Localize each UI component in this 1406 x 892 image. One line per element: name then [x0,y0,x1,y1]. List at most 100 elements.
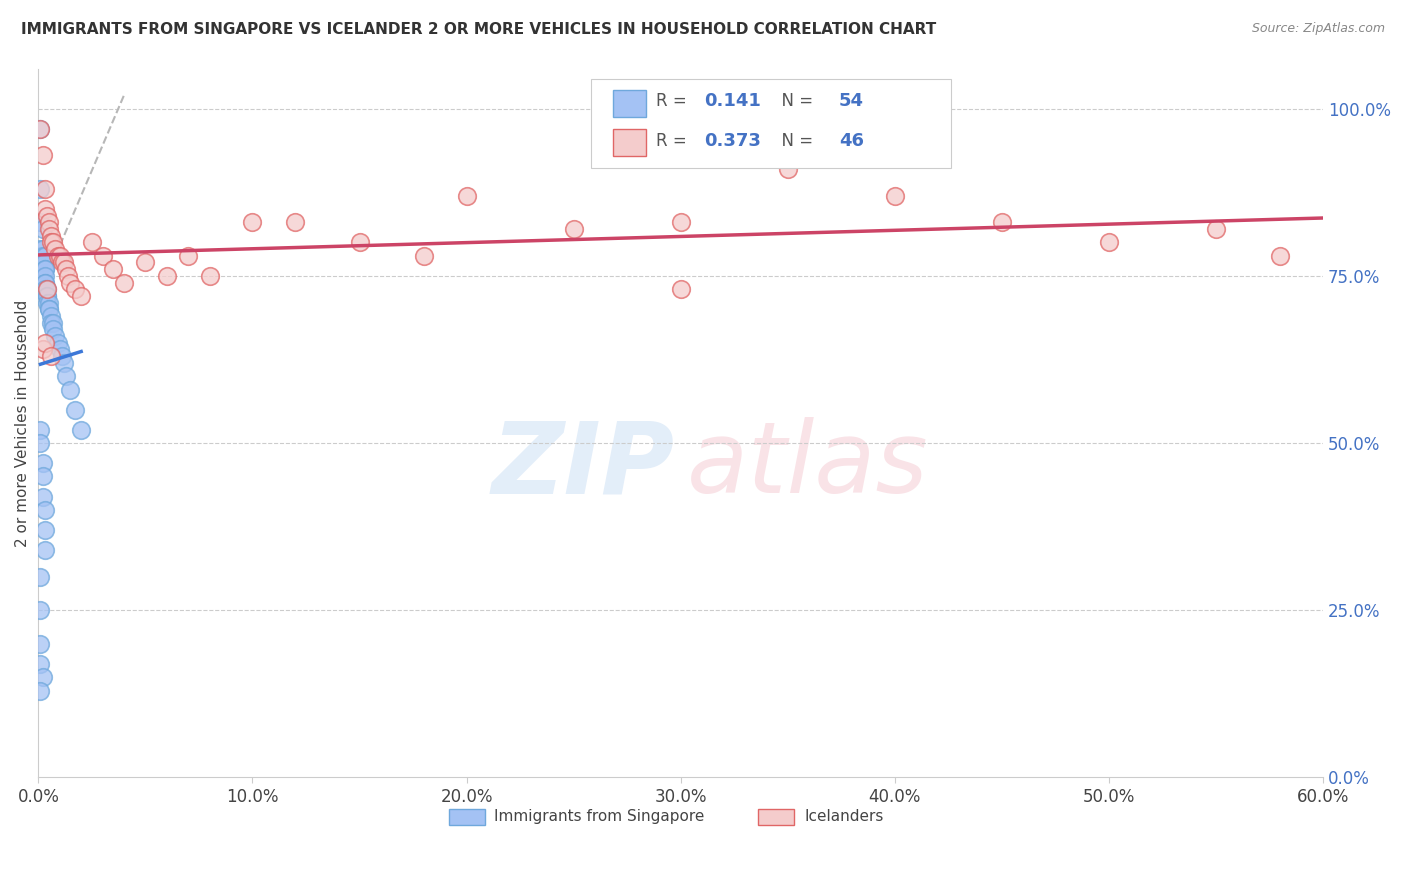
Point [30,215,52,229]
Point [198,268,221,283]
Point [134,255,156,269]
Point [63,402,86,417]
Point [48,343,70,357]
Point [38,222,60,236]
Point [991,215,1014,229]
Point [59,383,82,397]
Point [38,295,60,310]
Text: Immigrants from Singapore: Immigrants from Singapore [495,809,704,824]
Bar [450,809,485,825]
Point [55,369,77,384]
Point [46,249,69,263]
Point [30,249,52,263]
Point [58,268,80,283]
Point [63,282,86,296]
Y-axis label: 2 or more Vehicles in Household: 2 or more Vehicles in Household [15,300,30,547]
Point [70,423,93,437]
Text: 0.373: 0.373 [704,132,761,151]
Point [669,215,692,229]
Point [31,490,53,504]
Text: atlas: atlas [688,417,929,514]
Point [53,255,76,269]
Point [349,235,371,250]
Point [284,215,307,229]
Point [35,289,58,303]
Point [34,503,56,517]
Point [80,235,103,250]
FancyBboxPatch shape [591,79,950,168]
Point [44,242,66,256]
Point [31,255,53,269]
Point [456,188,478,202]
Point [31,255,53,269]
Point [31,242,53,256]
Point [34,255,56,269]
Point [34,268,56,283]
Point [31,249,53,263]
Point [1270,249,1292,263]
Point [31,469,53,483]
Point [35,289,58,303]
Point [39,309,62,323]
Point [30,637,52,651]
Point [31,262,53,277]
Point [38,215,60,229]
Text: 0.141: 0.141 [704,93,761,111]
Point [31,148,53,162]
Point [39,228,62,243]
Text: IMMIGRANTS FROM SINGAPORE VS ICELANDER 2 OR MORE VEHICLES IN HOUSEHOLD CORRELATI: IMMIGRANTS FROM SINGAPORE VS ICELANDER 2… [21,22,936,37]
Point [31,670,53,684]
Text: 46: 46 [839,132,863,151]
Point [34,543,56,558]
Point [39,235,62,250]
Point [34,523,56,537]
Point [34,249,56,263]
Point [35,282,58,296]
Point [669,282,692,296]
Point [51,349,73,363]
Point [91,249,114,263]
Point [30,182,52,196]
Point [30,570,52,584]
Point [44,329,66,343]
Text: R =: R = [657,93,692,111]
Point [38,302,60,317]
Point [48,249,70,263]
Point [42,316,65,330]
Text: N =: N = [770,93,818,111]
Point [34,262,56,277]
Point [46,335,69,350]
Bar [758,809,794,825]
Point [31,268,53,283]
Point [34,262,56,277]
Point [70,289,93,303]
Point [55,262,77,277]
Point [34,282,56,296]
Point [1098,235,1121,250]
Point [31,456,53,470]
Point [34,335,56,350]
Point [34,276,56,290]
Point [51,255,73,269]
Point [177,249,200,263]
Text: ZIP: ZIP [491,417,675,514]
Point [156,268,179,283]
Text: Source: ZipAtlas.com: Source: ZipAtlas.com [1251,22,1385,36]
Text: R =: R = [657,132,692,151]
Point [30,683,52,698]
Bar [613,129,645,156]
Point [1205,222,1227,236]
Point [38,302,60,317]
Point [30,121,52,136]
Point [39,349,62,363]
Point [562,222,585,236]
Bar [613,90,645,117]
Point [30,436,52,450]
Point [30,603,52,617]
Text: N =: N = [770,132,818,151]
Point [35,295,58,310]
Point [30,121,52,136]
Point [42,235,65,250]
Point [35,209,58,223]
Point [34,202,56,216]
